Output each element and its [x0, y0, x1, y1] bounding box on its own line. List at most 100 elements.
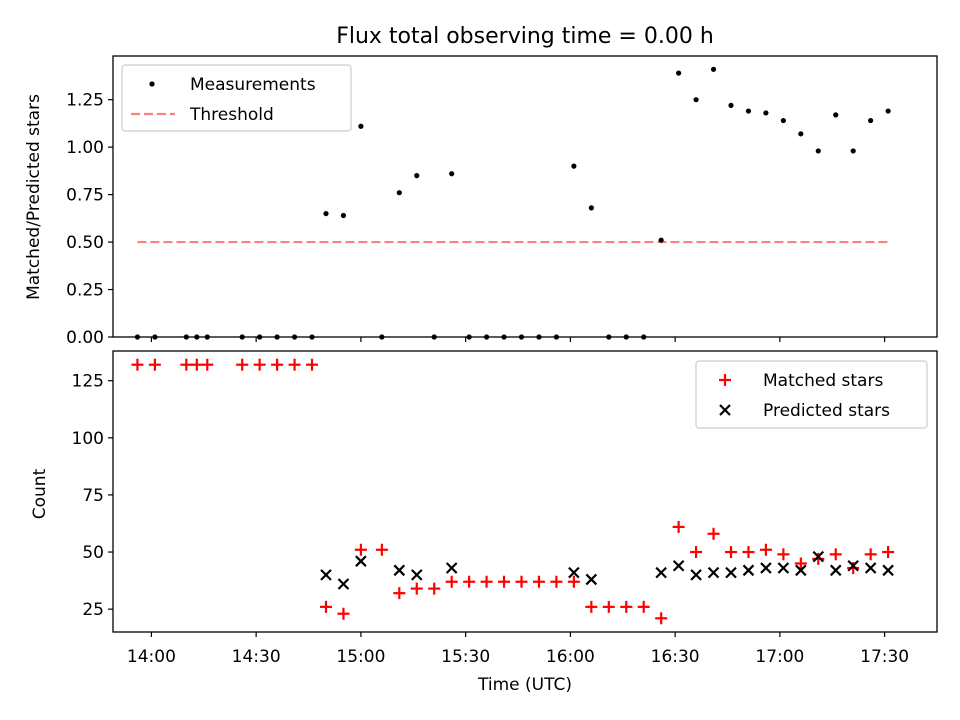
- measurement-point: [833, 112, 839, 118]
- matched-star-point: [354, 543, 367, 556]
- bottom-x-ticks: 14:00 14:30 15:00 15:30 16:00 16:30 17:00 17:30: [127, 632, 909, 667]
- matched-star-point: [550, 575, 563, 588]
- x-tick-label: 17:30: [860, 647, 909, 667]
- legend-predicted: Predicted stars: [763, 401, 890, 421]
- predicted-star-point: [445, 562, 458, 574]
- top-y-tick-label: 0.00: [66, 328, 104, 348]
- x-tick-label: 14:30: [232, 647, 281, 667]
- predicted-star-point: [672, 559, 685, 572]
- x-axis-label: Time (UTC): [477, 675, 572, 695]
- matched-star-point: [393, 587, 406, 600]
- measurement-point: [850, 148, 856, 154]
- bottom-y-axis-label: Count: [30, 468, 50, 519]
- matched-star-point: [655, 612, 668, 625]
- measurement-point: [728, 102, 734, 108]
- matched-star-point: [480, 575, 493, 588]
- bottom-y-tick-label: 125: [72, 372, 104, 392]
- matched-star-point: [847, 562, 860, 575]
- predicted-star-point: [568, 566, 580, 579]
- bottom-y-ticks: 25 50 75 100 125: [72, 372, 113, 620]
- matched-star-point: [271, 358, 284, 371]
- measurement-point: [449, 171, 455, 177]
- measurement-point: [358, 123, 364, 129]
- predicted-star-point: [864, 562, 877, 574]
- predicted-star-point: [760, 562, 772, 574]
- matched-star-point: [672, 520, 685, 533]
- matched-star-point: [148, 358, 161, 371]
- matched-star-point: [725, 546, 737, 559]
- measurement-point: [676, 70, 682, 76]
- matched-star-point: [306, 358, 319, 371]
- matched-star-point: [375, 543, 388, 556]
- matched-star-point: [131, 358, 144, 371]
- matched-star-point: [585, 600, 598, 613]
- bottom-plot-area: [131, 358, 895, 625]
- matched-star-point: [742, 546, 755, 559]
- matched-star-point: [882, 546, 895, 559]
- matched-star-point: [410, 582, 423, 595]
- predicted-star-point: [829, 564, 842, 577]
- x-tick-label: 16:30: [651, 647, 700, 667]
- predicted-star-point: [393, 564, 406, 577]
- matched-star-point: [180, 358, 193, 371]
- measurements-legend-marker: [149, 81, 155, 87]
- predicted-star-point: [410, 569, 423, 581]
- predicted-star-point: [795, 564, 807, 577]
- x-tick-label: 14:00: [127, 647, 176, 667]
- predicted-star-point: [882, 564, 894, 577]
- x-tick-label: 16:00: [546, 647, 595, 667]
- predicted-star-point: [320, 569, 332, 581]
- matched-star-point: [288, 358, 301, 371]
- measurement-point: [588, 205, 594, 211]
- matched-star-point: [602, 600, 615, 613]
- predicted-star-point: [585, 573, 598, 586]
- legend-matched: Matched stars: [763, 371, 883, 391]
- star-count-panel: 25 50 75 100 125 14:00 14:30 15:00 15:30 16:00 16…: [30, 350, 938, 695]
- matched-star-point: [759, 543, 772, 556]
- predicted-star-point: [337, 578, 350, 590]
- top-y-tick-label: 0.75: [66, 186, 104, 206]
- predicted-legend-marker: [719, 404, 731, 416]
- measurement-point: [868, 117, 874, 124]
- top-x-ticks: [150, 337, 886, 342]
- matched-star-point: [445, 575, 458, 588]
- measurement-point: [396, 190, 402, 196]
- measurement-point: [885, 108, 891, 114]
- measurement-point: [340, 212, 347, 219]
- matched-star-point: [201, 358, 214, 371]
- predicted-star-point: [690, 569, 702, 581]
- matched-star-point: [428, 582, 441, 595]
- matched-star-point: [864, 548, 877, 561]
- measurement-point: [323, 210, 329, 217]
- matched-star-point: [707, 527, 720, 540]
- predicted-star-point: [847, 559, 859, 572]
- matched-star-point: [236, 358, 249, 371]
- measurement-point: [815, 148, 821, 154]
- measurement-point: [798, 131, 804, 137]
- measurement-point: [414, 173, 420, 179]
- predicted-star-point: [355, 555, 367, 567]
- matched-star-point: [620, 600, 633, 613]
- predicted-star-point: [777, 562, 790, 574]
- measurement-point: [763, 110, 769, 116]
- bottom-y-tick-label: 25: [82, 600, 104, 620]
- x-tick-label: 15:30: [441, 647, 490, 667]
- matched-star-point: [812, 552, 825, 565]
- top-y-tick-label: 0.25: [66, 281, 104, 301]
- matched-star-point: [567, 575, 580, 588]
- matched-star-point: [777, 548, 790, 561]
- top-y-axis-label: Matched/Predicted stars: [24, 94, 44, 300]
- matched-star-point: [637, 600, 650, 613]
- top-y-ticks: 0.00 0.25 0.50 0.75 1.00 1.25: [66, 91, 113, 348]
- bottom-y-tick-label: 50: [82, 543, 104, 563]
- matched-star-point: [794, 557, 807, 570]
- top-y-tick-label: 1.25: [66, 91, 104, 111]
- predicted-star-point: [725, 566, 737, 579]
- matched-star-point: [690, 546, 703, 559]
- bottom-y-tick-label: 75: [82, 486, 104, 506]
- matched-star-point: [253, 358, 266, 371]
- predicted-star-point: [812, 550, 825, 563]
- legend-threshold: Threshold: [189, 105, 274, 125]
- top-plot-area: [134, 66, 891, 340]
- matched-star-point: [515, 575, 528, 588]
